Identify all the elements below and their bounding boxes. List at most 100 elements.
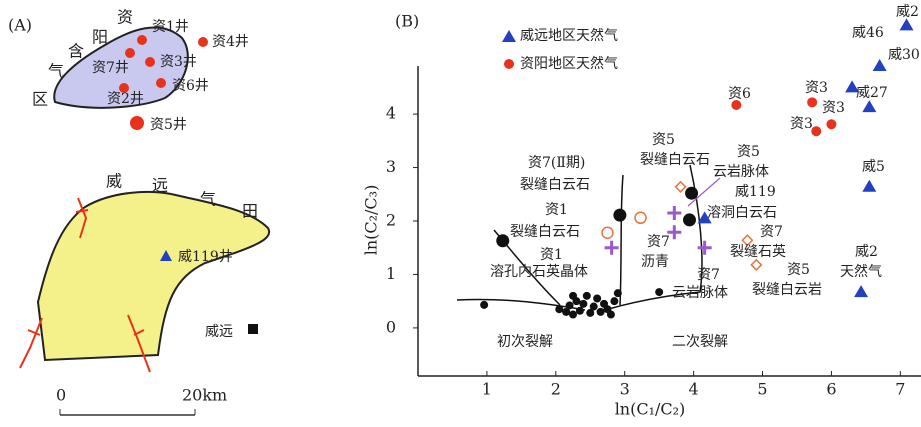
well-label: 资4井 (212, 34, 249, 50)
point (741, 234, 754, 247)
x-tick-label: 1 (482, 380, 492, 399)
annotation: 资7 (647, 234, 670, 250)
annotation: 裂缝白云石 (510, 224, 580, 240)
annotation: 裂缝石英 (730, 243, 786, 260)
annotation: 资7 (760, 224, 783, 240)
point (555, 305, 564, 314)
legend-label: 威远地区天然气 (520, 27, 618, 44)
fault (75, 197, 89, 239)
point (697, 240, 712, 255)
well (125, 48, 135, 58)
annotation: 溶孔内石英晶体 (490, 263, 588, 280)
annotation: 资5 (737, 144, 760, 160)
legend-marker (504, 59, 514, 69)
panel-a: (A) 资 阳 含 气 区 资1井 资4井 资7井 资3井 资6井 资2井 资5… (8, 8, 271, 416)
field-char: 田 (242, 202, 258, 221)
annotation: 裂缝白云石 (520, 177, 590, 193)
faults (19, 197, 151, 373)
point (586, 308, 595, 317)
annotation: 资1 (540, 247, 563, 263)
curve (604, 164, 703, 311)
annotation: 威27 (856, 85, 888, 101)
well-label: 资2井 (107, 91, 144, 107)
x-tick-label: 7 (895, 380, 905, 399)
annotation: 资5 (787, 262, 810, 278)
x-tick-label: 2 (551, 380, 561, 399)
weiyuan-field (36, 190, 271, 362)
town-label: 威远 (205, 324, 233, 340)
annotation: 云岩脉体 (672, 285, 728, 301)
point (862, 100, 877, 113)
point (750, 258, 763, 271)
annotation: 天然气 (840, 263, 882, 280)
x-tick-label: 5 (757, 380, 767, 399)
region-char: 气 (48, 62, 64, 81)
annotation: 溶洞白云石 (707, 205, 777, 221)
x-tick-label: 3 (620, 380, 630, 399)
point (606, 310, 615, 319)
point (569, 310, 578, 319)
well (156, 78, 166, 88)
point (674, 180, 687, 193)
y-tick-label: 2 (386, 211, 396, 230)
field-char: 气 (200, 190, 216, 209)
point (854, 285, 869, 298)
point (655, 288, 664, 297)
y-axis-label: ln(C₂/C₃) (362, 185, 381, 256)
annotation: 裂缝白云岩 (752, 282, 822, 298)
well (130, 116, 144, 130)
annotation: 资3 (822, 100, 845, 116)
point (562, 307, 571, 316)
annotation: 威2 (896, 4, 919, 20)
point (697, 211, 712, 224)
point (862, 179, 877, 192)
scale-label: 20km (182, 386, 227, 405)
point (845, 80, 860, 93)
point (480, 300, 489, 309)
point (613, 208, 627, 222)
x-tick-label: 6 (826, 380, 836, 399)
annotation: 裂缝白云石 (640, 152, 710, 168)
point (610, 297, 619, 306)
fault (19, 317, 43, 369)
point (593, 294, 602, 303)
point (589, 302, 598, 311)
fault (127, 314, 151, 373)
point (807, 97, 818, 108)
region-char: 阳 (92, 28, 108, 47)
point (899, 18, 914, 31)
x-tick-label: 4 (689, 380, 699, 399)
point (604, 240, 619, 255)
well-triangle (160, 250, 172, 261)
point (826, 119, 837, 130)
point (811, 126, 822, 137)
point (601, 226, 614, 240)
annotation: 威5 (862, 159, 885, 175)
point (496, 234, 510, 248)
field-char: 威 (106, 172, 122, 191)
leader-line (687, 177, 721, 207)
point (579, 299, 588, 308)
point (613, 289, 622, 298)
well-label: 资1井 (152, 19, 189, 35)
panel-label: (B) (395, 12, 419, 31)
field-char: 远 (152, 176, 168, 195)
curve (619, 174, 624, 306)
annotation: 资3 (805, 80, 828, 96)
region-char: 含 (68, 42, 84, 61)
annotation: 云岩脉体 (713, 164, 769, 180)
well-label: 资3井 (160, 54, 197, 70)
annotation: 威46 (852, 25, 884, 41)
town-marker (248, 324, 258, 334)
well-label: 威119井 (178, 249, 233, 265)
well (198, 37, 208, 47)
point (634, 211, 647, 225)
point (731, 100, 742, 111)
annotation: 威30 (888, 47, 920, 63)
region-char: 区 (32, 90, 48, 109)
annotation: 二次裂解 (672, 334, 728, 350)
point (872, 59, 887, 71)
panel-label: (A) (8, 16, 32, 35)
well-label: 资5井 (150, 117, 187, 133)
